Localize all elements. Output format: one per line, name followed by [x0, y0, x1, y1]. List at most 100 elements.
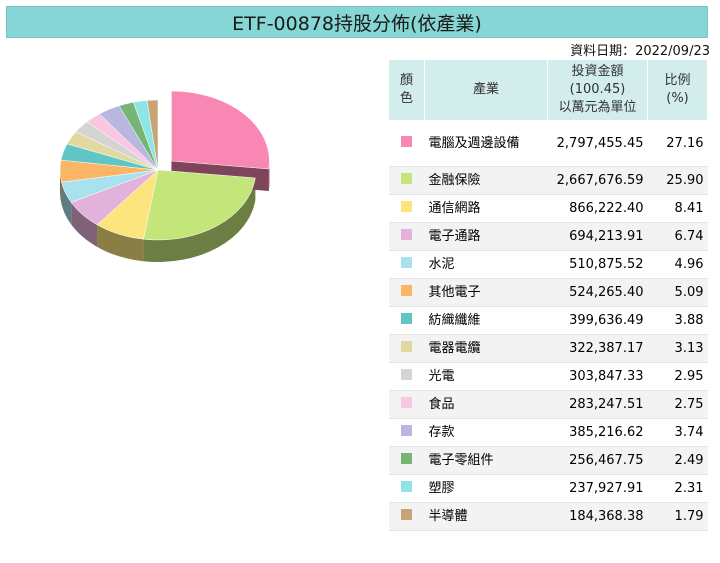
industry-name: 塑膠: [424, 474, 548, 503]
ratio-percent: 2.95: [647, 362, 708, 391]
investment-amount: 510,875.52: [547, 250, 648, 279]
header-industry: 產業: [424, 59, 548, 121]
table-row: 水泥 510,875.52 4.96: [388, 250, 708, 279]
color-swatch: [401, 201, 412, 212]
investment-amount: 2,797,455.45: [547, 120, 648, 167]
table-row: 金融保險 2,667,676.59 25.90: [388, 166, 708, 195]
color-swatch: [401, 453, 412, 464]
table-row: 食品 283,247.51 2.75: [388, 390, 708, 419]
color-swatch: [401, 397, 412, 408]
ratio-percent: 8.41: [647, 194, 708, 223]
pie-slice: [146, 99, 159, 171]
industry-name: 電子通路: [424, 222, 548, 251]
table-row: 半導體 184,368.38 1.79: [388, 502, 708, 531]
pie-slice-side: [143, 177, 256, 262]
investment-amount: 524,265.40: [547, 278, 648, 307]
pie-chart: [59, 90, 270, 262]
color-cell: [388, 222, 425, 251]
color-swatch: [401, 285, 412, 296]
table-row: 電子零組件 256,467.75 2.49: [388, 446, 708, 475]
investment-amount: 303,847.33: [547, 362, 648, 391]
table-row: 電器電纜 322,387.17 3.13: [388, 334, 708, 363]
pie-slice-side: [61, 182, 72, 225]
pie-slice-side: [71, 202, 98, 247]
header-ratio: 比例 (%): [647, 59, 708, 121]
table-row: 塑膠 237,927.91 2.31: [388, 474, 708, 503]
industry-name: 電器電纜: [424, 334, 548, 363]
color-cell: [388, 362, 425, 391]
color-swatch: [401, 173, 412, 184]
color-cell: [388, 502, 425, 531]
industry-name: 金融保險: [424, 166, 548, 195]
pie-slice: [171, 90, 270, 170]
ratio-percent: 3.88: [647, 306, 708, 335]
industry-name: 存款: [424, 418, 548, 447]
investment-amount: 694,213.91: [547, 222, 648, 251]
table-header-row: 顏色 產業 投資金額 (100.45) 以萬元為單位 比例 (%): [388, 59, 708, 121]
investment-amount: 237,927.91: [547, 474, 648, 503]
table-row: 紡織纖維 399,636.49 3.88: [388, 306, 708, 335]
investment-amount: 399,636.49: [547, 306, 648, 335]
table-row: 電腦及週邊設備 2,797,455.45 27.16: [388, 120, 708, 167]
color-swatch: [401, 509, 412, 520]
industry-name: 光電: [424, 362, 548, 391]
header-color: 顏色: [388, 59, 425, 121]
color-cell: [388, 418, 425, 447]
color-swatch: [401, 341, 412, 352]
table-row: 電子通路 694,213.91 6.74: [388, 222, 708, 251]
investment-amount: 283,247.51: [547, 390, 648, 419]
color-swatch: [401, 425, 412, 436]
ratio-percent: 4.96: [647, 250, 708, 279]
industry-name: 電腦及週邊設備: [424, 120, 548, 167]
chart-title-bar: ETF-00878持股分佈(依產業): [6, 6, 708, 38]
investment-amount: 256,467.75: [547, 446, 648, 475]
industry-name: 紡織纖維: [424, 306, 548, 335]
data-date: 資料日期：2022/09/23: [570, 44, 710, 59]
industry-name: 其他電子: [424, 278, 548, 307]
table-row: 其他電子 524,265.40 5.09: [388, 278, 708, 307]
pie-slice-side: [97, 224, 144, 262]
color-cell: [388, 334, 425, 363]
investment-amount: 184,368.38: [547, 502, 648, 531]
color-cell: [388, 306, 425, 335]
color-swatch: [401, 369, 412, 380]
industry-name: 通信網路: [424, 194, 548, 223]
table-row: 通信網路 866,222.40 8.41: [388, 194, 708, 223]
table-row: 光電 303,847.33 2.95: [388, 362, 708, 391]
color-swatch: [401, 229, 412, 240]
ratio-percent: 2.49: [647, 446, 708, 475]
ratio-percent: 27.16: [647, 120, 708, 167]
ratio-percent: 3.74: [647, 418, 708, 447]
color-cell: [388, 194, 425, 223]
color-cell: [388, 120, 425, 167]
industry-name: 水泥: [424, 250, 548, 279]
ratio-percent: 2.31: [647, 474, 708, 503]
industry-name: 半導體: [424, 502, 548, 531]
header-amount: 投資金額 (100.45) 以萬元為單位: [547, 59, 648, 121]
color-cell: [388, 390, 425, 419]
pie-slice-side: [60, 170, 62, 205]
ratio-percent: 3.13: [647, 334, 708, 363]
color-cell: [388, 278, 425, 307]
color-cell: [388, 166, 425, 195]
industry-name: 電子零組件: [424, 446, 548, 475]
color-cell: [388, 474, 425, 503]
color-swatch: [401, 481, 412, 492]
chart-title: ETF-00878持股分佈(依產業): [232, 12, 482, 35]
color-swatch: [401, 257, 412, 268]
color-swatch: [401, 136, 412, 147]
ratio-percent: 2.75: [647, 390, 708, 419]
color-cell: [388, 446, 425, 475]
color-swatch: [401, 313, 412, 324]
investment-amount: 2,667,676.59: [547, 166, 648, 195]
investment-amount: 322,387.17: [547, 334, 648, 363]
color-cell: [388, 250, 425, 279]
pie-slice: [143, 169, 256, 241]
ratio-percent: 25.90: [647, 166, 708, 195]
ratio-percent: 5.09: [647, 278, 708, 307]
investment-amount: 385,216.62: [547, 418, 648, 447]
industry-name: 食品: [424, 390, 548, 419]
table-row: 存款 385,216.62 3.74: [388, 418, 708, 447]
ratio-percent: 1.79: [647, 502, 708, 531]
ratio-percent: 6.74: [647, 222, 708, 251]
